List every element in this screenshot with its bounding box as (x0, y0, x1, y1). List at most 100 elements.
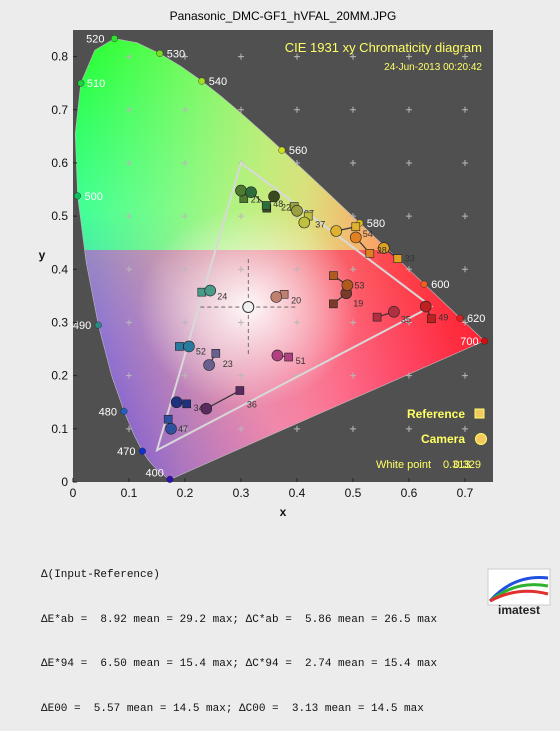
wavelength-marker-620 (456, 314, 464, 322)
x-tick-label: 0.7 (457, 486, 474, 500)
grid-plus-marker (462, 425, 468, 432)
grid-plus-marker (350, 425, 356, 432)
patch-label-36: 36 (247, 400, 257, 410)
patch-label-53: 53 (354, 280, 364, 290)
camera-circle-22 (268, 190, 280, 203)
wavelength-marker-530 (156, 49, 164, 57)
grid-plus-marker (406, 319, 412, 326)
camera-circle-27 (291, 205, 303, 217)
patch-label-47: 47 (178, 424, 188, 434)
wavelength-marker-500 (73, 192, 81, 200)
patch-label-19: 19 (353, 299, 363, 309)
patch-label-49: 49 (438, 313, 448, 323)
patch-label-21: 21 (251, 195, 261, 205)
patch-label-35: 35 (401, 314, 411, 324)
grid-plus-marker (182, 266, 188, 273)
patch-label-34: 34 (194, 403, 204, 413)
reference-square-35 (372, 312, 382, 322)
wavelength-label-700: 700 (460, 336, 478, 348)
grid-plus-marker (238, 372, 244, 379)
camera-circle-47 (165, 423, 177, 435)
inner-title: CIE 1931 xy Chromaticity diagram (285, 40, 482, 55)
stats-line-3: ΔE00 = 5.57 mean = 14.5 max; ΔC00 = 3.13… (41, 702, 424, 715)
camera-circle-33 (377, 242, 390, 254)
grid-plus-marker (406, 53, 412, 60)
reference-square-52 (175, 342, 184, 351)
wavelength-marker-480 (120, 407, 128, 415)
wavelength-marker-400 (166, 475, 174, 483)
imatest-logo: imatest (487, 568, 551, 616)
camera-circle-49 (419, 300, 432, 313)
grid-plus-marker (238, 53, 244, 60)
camera-circle-36 (200, 402, 213, 415)
grid-plus-marker (238, 266, 244, 273)
reference-square-48 (261, 201, 271, 210)
grid-plus-marker (126, 106, 132, 113)
logo-text: imatest (498, 603, 540, 616)
grid-plus-marker (350, 213, 356, 220)
patch-label-48: 48 (273, 199, 283, 209)
patch-points: 1920212223242733343536373847484951525354 (163, 184, 448, 435)
grid-plus-marker (350, 106, 356, 113)
camera-circle-48 (245, 186, 257, 198)
wavelength-label-490: 490 (73, 320, 91, 332)
white-point-crosshair-line (200, 259, 297, 356)
x-tick-label: 0.1 (121, 486, 138, 500)
grid-plus-marker (350, 319, 356, 326)
grid-plus-marker (406, 159, 412, 166)
grid-plus-marker (126, 159, 132, 166)
white-point-marker (242, 301, 255, 314)
wavelength-label-480: 480 (99, 406, 117, 418)
reference-square-49 (427, 314, 436, 324)
wavelength-label-510: 510 (87, 78, 105, 90)
reference-square-33 (393, 254, 403, 263)
wavelength-label-620: 620 (467, 313, 485, 325)
wavelength-marker-540 (198, 77, 206, 85)
timestamp: 24-Jun-2013 00:20:42 (384, 62, 482, 73)
camera-circle-24 (204, 284, 216, 297)
y-tick-label: 0.3 (51, 315, 68, 329)
grid-plus-marker (462, 53, 468, 60)
reference-square-53 (329, 271, 338, 280)
wavelength-label-520: 520 (86, 34, 104, 46)
x-axis-ticks: 0 0.1 0.2 0.3 0.4 0.5 0.6 0.7 (70, 478, 474, 500)
reference-square-36 (235, 386, 245, 395)
grid-plus-marker (182, 159, 188, 166)
grid-plus-marker (294, 159, 300, 166)
wavelength-label-530: 530 (167, 48, 185, 60)
patch-label-33: 33 (405, 253, 415, 263)
wavelength-label-400: 400 (146, 467, 164, 479)
grid-plus-marker (462, 213, 468, 220)
grid-plus-marker (182, 213, 188, 220)
wavelength-marker-490 (94, 321, 102, 329)
grid-plus-marker (126, 53, 132, 60)
y-tick-label: 0.1 (51, 422, 68, 436)
wavelength-marker-700 (481, 337, 489, 345)
white-point-x: 0.313 (443, 459, 471, 471)
patch-label-38: 38 (377, 245, 387, 255)
camera-circle-21 (235, 184, 247, 197)
reference-square-19 (329, 299, 338, 309)
grid-plus-marker (406, 372, 412, 379)
wavelength-label-560: 560 (289, 145, 307, 157)
x-axis-label: x (280, 505, 287, 519)
white-point-y: 0.329 (453, 459, 481, 471)
wavelength-label-540: 540 (209, 76, 227, 88)
grid-plus-marker (294, 319, 300, 326)
delta-stats: Δ(Input-Reference) ΔE*ab = 8.92 mean = 2… (41, 538, 437, 731)
y-tick-label: 0.5 (51, 209, 68, 223)
wavelength-label-470: 470 (117, 446, 135, 458)
grid-plus-marker (406, 213, 412, 220)
grid-plus-marker (294, 53, 300, 60)
camera-circle-53 (341, 279, 354, 292)
reference-square-23 (211, 349, 221, 358)
grid-plus-marker (406, 425, 412, 432)
grid-plus-marker (350, 53, 356, 60)
grid-plus-marker (182, 372, 188, 379)
wavelength-label-580: 580 (367, 218, 385, 230)
grid-plus-marker (406, 266, 412, 273)
camera-circle-52 (183, 340, 195, 353)
legend-reference-label: Reference (407, 407, 465, 421)
reference-square-38 (365, 249, 375, 258)
y-tick-label: 0.7 (51, 103, 68, 117)
